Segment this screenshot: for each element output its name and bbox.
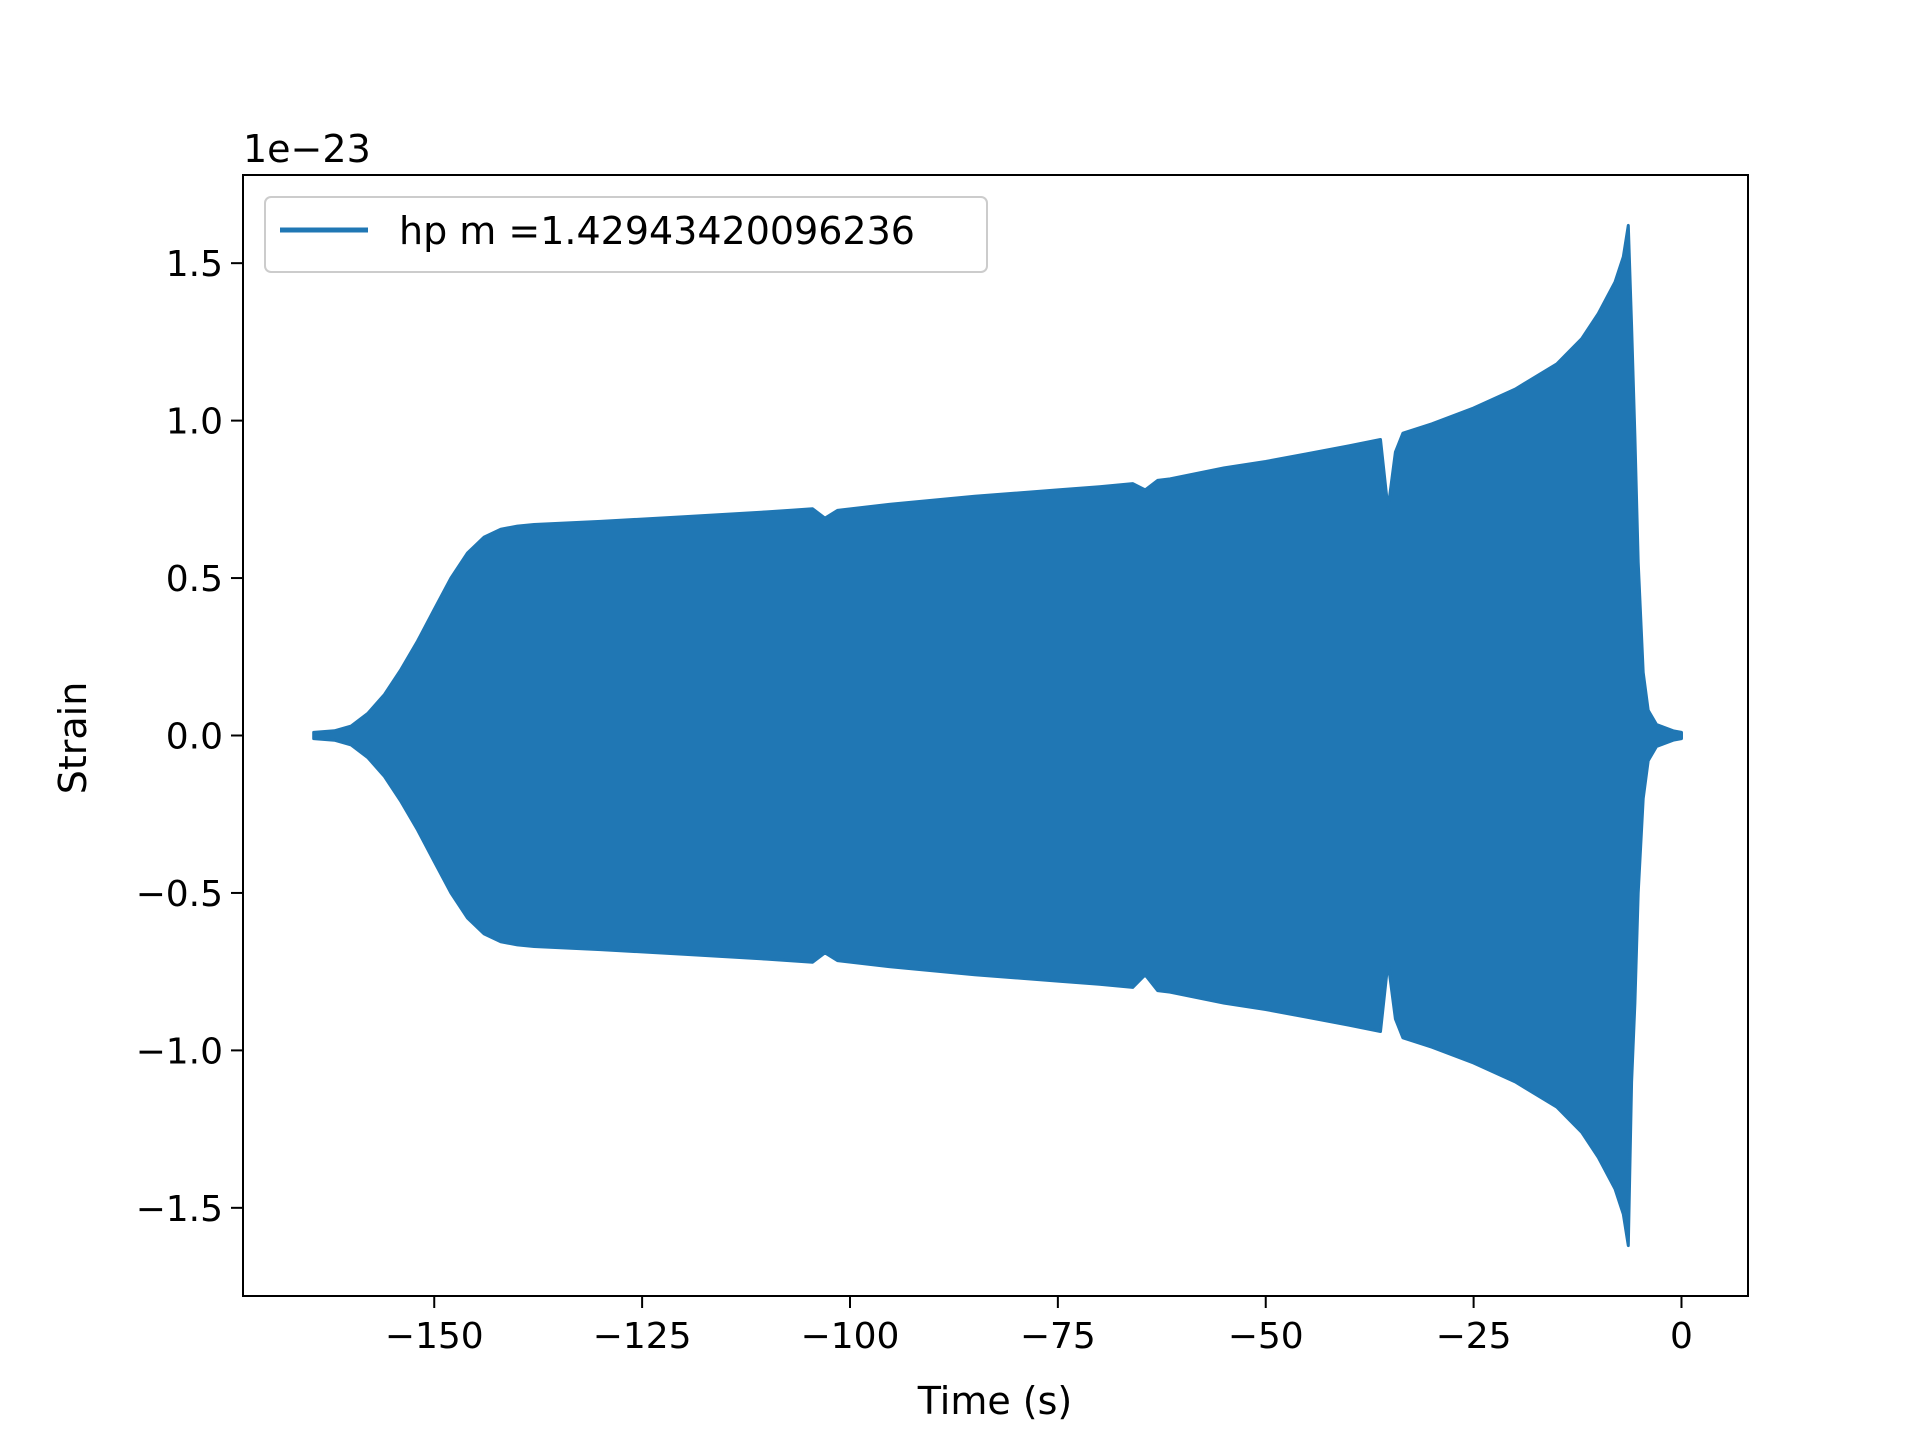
legend: hp m =1.42943420096236 (264, 196, 988, 273)
y-tick-label: 1.5 (166, 244, 223, 285)
y-axis: −1.5 −1.0 −0.5 0.0 0.5 1.0 1.5 (136, 244, 243, 1230)
x-tick-label: −75 (1020, 1316, 1096, 1357)
legend-box (264, 196, 988, 273)
x-tick-label: −50 (1228, 1316, 1304, 1357)
y-tick-label: 0.0 (166, 717, 223, 758)
y-tick-label: −0.5 (136, 874, 223, 915)
y-axis-label: Strain (51, 682, 95, 795)
y-tick-label: 0.5 (166, 559, 223, 600)
y-tick-label: −1.5 (136, 1189, 223, 1230)
x-tick-label: −100 (801, 1316, 900, 1357)
x-tick-label: −25 (1436, 1316, 1512, 1357)
x-tick-label: 0 (1670, 1316, 1693, 1357)
axes-frame (242, 174, 1749, 1297)
x-tick-label: −150 (385, 1316, 484, 1357)
legend-entry-label: hp m =1.42943420096236 (399, 209, 915, 253)
plot-area (312, 223, 1683, 1248)
x-tick-label: −125 (593, 1316, 692, 1357)
y-axis-offset-label: 1e−23 (243, 127, 371, 171)
y-tick-label: −1.0 (136, 1031, 223, 1072)
x-axis: −150 −125 −100 −75 −50 −25 0 (385, 1296, 1693, 1357)
x-axis-label: Time (s) (917, 1379, 1073, 1423)
y-tick-label: 1.0 (166, 402, 223, 443)
